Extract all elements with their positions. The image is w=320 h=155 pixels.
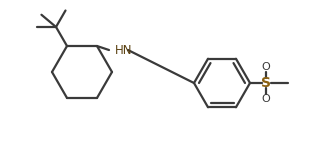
Text: HN: HN xyxy=(115,44,132,57)
Text: O: O xyxy=(262,62,270,72)
Text: O: O xyxy=(262,94,270,104)
Text: S: S xyxy=(261,76,271,90)
